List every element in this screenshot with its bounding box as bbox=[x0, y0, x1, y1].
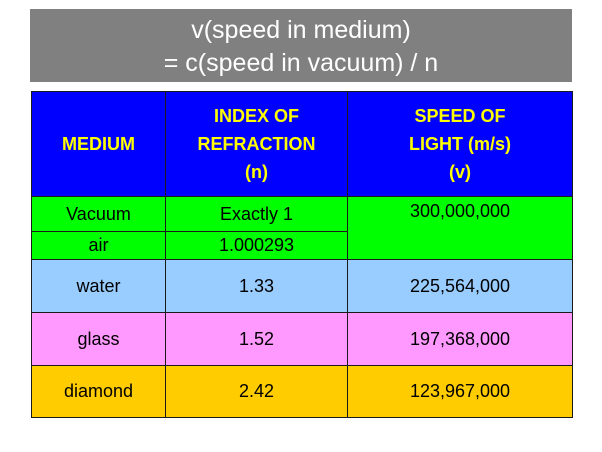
cell-speed: 300,000,000 bbox=[347, 196, 573, 260]
cell-index: 2.42 bbox=[165, 365, 348, 418]
title-banner: v(speed in medium) = c(speed in vacuum) … bbox=[30, 9, 572, 82]
title-line-2: = c(speed in vacuum) / n bbox=[163, 49, 439, 77]
cell-medium: air bbox=[31, 231, 166, 260]
cell-index: 1.000293 bbox=[165, 231, 348, 260]
cell-medium: glass bbox=[31, 312, 166, 366]
refraction-table: MEDIUM INDEX OF REFRACTION (n) SPEED OF … bbox=[31, 91, 573, 418]
header-speed: SPEED OF LIGHT (m/s) (v) bbox=[347, 91, 573, 197]
header-index-line-2: REFRACTION bbox=[197, 134, 316, 154]
cell-index: 1.33 bbox=[165, 259, 348, 313]
cell-medium: Vacuum bbox=[31, 196, 166, 232]
table-row: Vacuum Exactly 1 300,000,000 bbox=[31, 196, 573, 260]
header-medium-label: MEDIUM bbox=[62, 134, 135, 154]
header-medium: MEDIUM bbox=[31, 91, 166, 197]
cell-medium: diamond bbox=[31, 365, 166, 418]
cell-index: 1.52 bbox=[165, 312, 348, 366]
header-index-line-1: INDEX OF bbox=[213, 106, 299, 126]
header-index: INDEX OF REFRACTION (n) bbox=[165, 91, 348, 197]
table-header-row: MEDIUM INDEX OF REFRACTION (n) SPEED OF … bbox=[31, 91, 573, 197]
header-index-line-3: (n) bbox=[245, 162, 268, 182]
cell-index: Exactly 1 bbox=[165, 196, 348, 232]
header-speed-line-1: SPEED OF bbox=[414, 106, 506, 126]
header-speed-line-2: LIGHT (m/s) bbox=[409, 134, 511, 154]
cell-speed: 197,368,000 bbox=[347, 312, 573, 366]
cell-medium: water bbox=[31, 259, 166, 313]
title-line-1: v(speed in medium) bbox=[191, 16, 411, 44]
table-row: glass 1.52 197,368,000 bbox=[31, 312, 573, 366]
table-row: diamond 2.42 123,967,000 bbox=[31, 365, 573, 418]
table-row: water 1.33 225,564,000 bbox=[31, 259, 573, 313]
table-row: air 1.000293 bbox=[31, 231, 573, 260]
header-speed-line-3: (v) bbox=[449, 162, 471, 182]
cell-speed: 123,967,000 bbox=[347, 365, 573, 418]
cell-speed: 225,564,000 bbox=[347, 259, 573, 313]
